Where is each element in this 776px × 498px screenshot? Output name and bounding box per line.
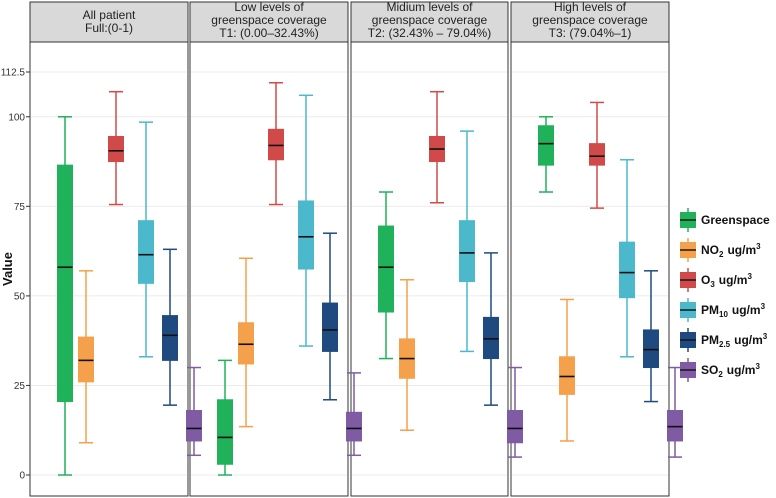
box-iqr <box>186 410 202 442</box>
box-o3-panel-4 <box>589 101 605 209</box>
box-pm25-panel-4 <box>643 270 659 403</box>
box-greenspace-panel-3 <box>378 191 394 360</box>
box-so2-panel-4 <box>667 366 683 458</box>
y-tick-label: 75 <box>14 202 26 213</box>
panel-title-line: High levels of <box>554 0 627 14</box>
panel-strip-4 <box>510 1 670 43</box>
panel-title-line: Midium levels of <box>386 0 473 14</box>
box-so2-panel-3 <box>507 366 523 458</box>
y-tick-label: 0 <box>19 471 25 482</box>
box-so2-panel-1 <box>186 366 202 457</box>
box-iqr <box>138 220 154 284</box>
box-iqr <box>78 336 94 383</box>
panel-strip-2 <box>189 1 349 43</box>
legend-label: NO2 ug/m3 <box>701 242 761 259</box>
legend-label: PM2.5 ug/m3 <box>701 332 768 349</box>
legend-label: Greenspace <box>701 213 770 227</box>
box-pm10-panel-2 <box>298 94 314 347</box>
panel-title-line: Full:(0-1) <box>85 21 133 35</box>
panel-title-line: T2: (32.43% – 79.04%) <box>368 26 491 40</box>
legend-label: O3 ug/m3 <box>701 272 752 289</box>
box-pm25-panel-2 <box>322 232 338 401</box>
box-iqr <box>559 356 575 395</box>
y-tick-label: 100 <box>8 112 25 123</box>
box-greenspace-panel-1 <box>57 116 73 476</box>
box-iqr <box>108 135 124 163</box>
box-iqr <box>619 241 635 299</box>
panel-strip-1 <box>29 1 189 43</box>
box-no2-panel-3 <box>399 279 415 431</box>
legend-item-pm25: PM2.5 ug/m3 <box>680 328 768 352</box>
box-o3-panel-3 <box>429 90 445 204</box>
box-pm10-panel-3 <box>459 130 475 353</box>
box-pm10-panel-1 <box>138 121 154 358</box>
box-iqr <box>643 329 659 369</box>
legend-item-so2: SO2 ug/m3 <box>680 358 760 382</box>
legend-item-greenspace: Greenspace <box>680 208 770 232</box>
panel-title-line: greenspace coverage <box>372 13 488 27</box>
box-iqr <box>459 220 475 283</box>
box-greenspace-panel-4 <box>538 116 554 193</box>
legend-label: SO2 ug/m3 <box>701 362 760 379</box>
legend-item-o3: O3 ug/m3 <box>680 268 752 292</box>
panel-title-line: greenspace coverage <box>532 13 648 27</box>
panel-1 <box>29 41 189 497</box>
box-no2-panel-4 <box>559 298 575 442</box>
y-tick-label: 112.5 <box>1 68 26 79</box>
box-iqr <box>483 316 499 360</box>
box-iqr <box>298 200 314 270</box>
box-iqr <box>57 164 73 403</box>
box-iqr <box>162 315 178 361</box>
box-pm25-panel-3 <box>483 252 499 406</box>
y-axis-label: Value <box>0 252 15 286</box>
box-so2-panel-2 <box>346 372 362 457</box>
box-iqr <box>589 143 605 166</box>
box-iqr <box>667 410 683 442</box>
box-iqr <box>507 410 523 444</box>
panel-strip-3 <box>350 1 509 43</box>
box-greenspace-panel-2 <box>217 359 233 476</box>
box-no2-panel-2 <box>238 257 254 428</box>
panel-2 <box>189 41 349 497</box>
panel-title-line: T3: (79.04%–1) <box>549 26 632 40</box>
box-no2-panel-1 <box>78 270 94 444</box>
box-pm10-panel-4 <box>619 159 635 358</box>
panel-title-line: greenspace coverage <box>211 13 327 27</box>
legend-label: PM10 ug/m3 <box>701 302 766 319</box>
panel-title-line: All patient <box>83 8 136 22</box>
box-iqr <box>322 302 338 352</box>
legend-item-pm10: PM10 ug/m3 <box>680 298 766 322</box>
panel-3 <box>350 41 509 497</box>
box-o3-panel-2 <box>268 81 284 206</box>
box-iqr <box>346 411 362 442</box>
panel-title-line: Low levels of <box>234 0 304 14</box>
legend-item-no2: NO2 ug/m3 <box>680 238 761 262</box>
box-iqr <box>378 225 394 313</box>
box-iqr <box>217 399 233 465</box>
panel-title-line: T1: (0.00–32.43%) <box>219 26 318 40</box>
box-iqr <box>538 125 554 166</box>
y-tick-label: 25 <box>14 381 26 392</box>
y-tick-label: 50 <box>14 291 26 302</box>
box-o3-panel-1 <box>108 90 124 206</box>
box-pm25-panel-1 <box>162 248 178 406</box>
box-iqr <box>238 322 254 365</box>
box-iqr <box>268 128 284 161</box>
panel-4 <box>510 41 670 497</box>
